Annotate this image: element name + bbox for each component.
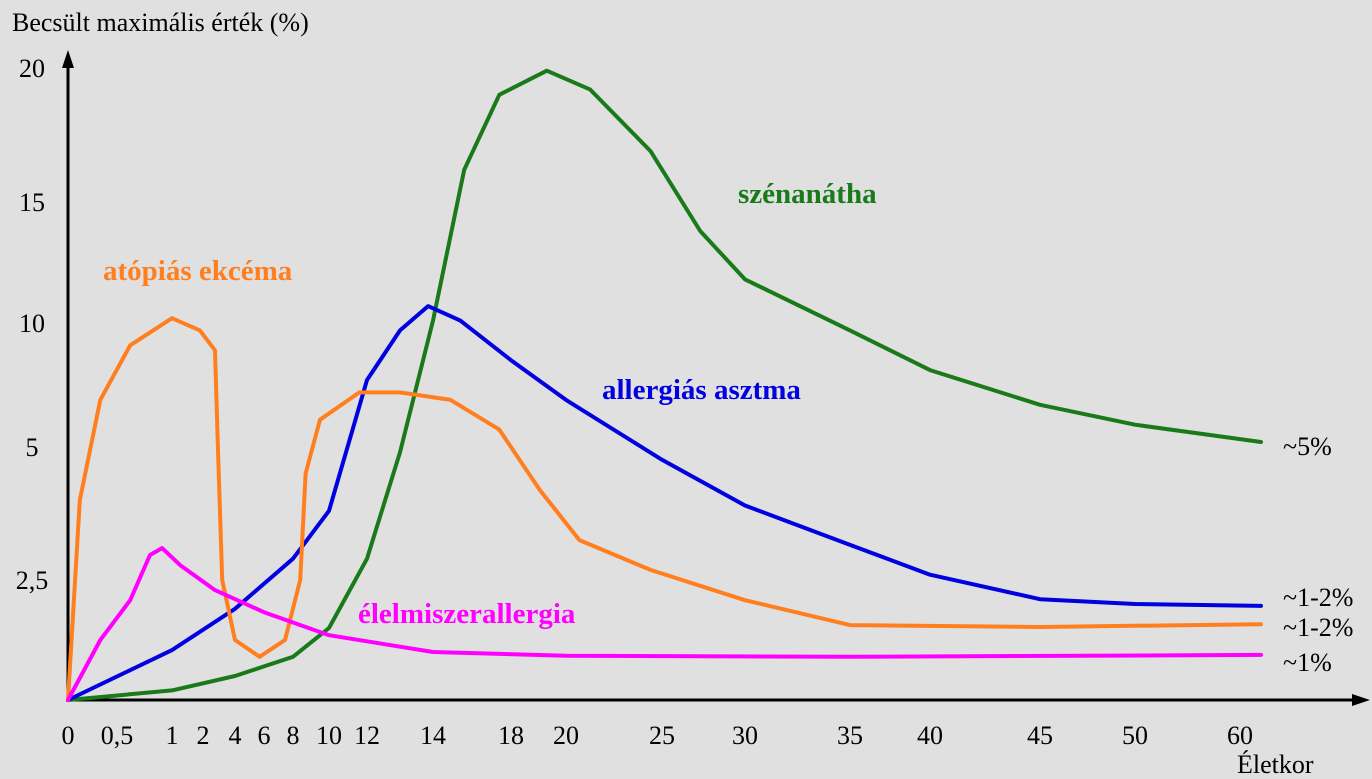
x-tick-label: 25 <box>649 721 675 750</box>
x-tick-label: 30 <box>732 721 758 750</box>
x-tick-label: 60 <box>1227 721 1253 750</box>
series-label: szénanátha <box>738 178 877 210</box>
x-tick-label: 40 <box>917 721 943 750</box>
y-axis-label: Becsült maximális érték (%) <box>12 8 309 37</box>
x-tick-label: 6 <box>258 721 271 750</box>
series-label: allergiás asztma <box>602 374 801 406</box>
y-tick-label: 10 <box>19 309 45 338</box>
line <box>66 316 1263 702</box>
line <box>66 304 1263 702</box>
y-tick-label: 2,5 <box>16 566 49 595</box>
end-label: ~1-2% <box>1283 583 1353 612</box>
series-label: élelmiszerallergia <box>358 598 576 630</box>
y-tick-label: 5 <box>26 433 39 462</box>
x-tick-label: 12 <box>354 721 380 750</box>
x-tick-label: 45 <box>1027 721 1053 750</box>
line <box>66 546 1263 702</box>
x-tick-label: 18 <box>498 721 524 750</box>
x-tick-label: 35 <box>837 721 863 750</box>
x-tick-label: 0,5 <box>101 721 134 750</box>
x-axis-label: Életkor <box>1237 750 1314 779</box>
x-tick-label: 8 <box>287 721 300 750</box>
x-tick-label: 20 <box>553 721 579 750</box>
y-tick-label: 20 <box>19 54 45 83</box>
x-tick-label: 14 <box>420 721 446 750</box>
line <box>66 68 1263 702</box>
series-label: atópiás ekcéma <box>103 255 293 287</box>
y-axis-arrow <box>62 50 74 68</box>
end-label: ~1-2% <box>1283 613 1353 642</box>
y-tick-label: 15 <box>19 188 45 217</box>
x-axis-arrow <box>1352 694 1370 706</box>
x-tick-label: 2 <box>197 721 210 750</box>
x-tick-label: 10 <box>316 721 342 750</box>
x-tick-label: 1 <box>166 721 179 750</box>
x-tick-label: 0 <box>62 721 75 750</box>
x-tick-label: 50 <box>1122 721 1148 750</box>
x-tick-label: 4 <box>229 721 242 750</box>
end-label: ~5% <box>1283 432 1332 461</box>
end-label: ~1% <box>1283 648 1332 677</box>
